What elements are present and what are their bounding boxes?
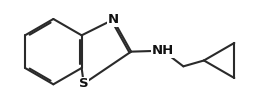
Text: NH: NH bbox=[152, 44, 174, 57]
Text: S: S bbox=[79, 77, 89, 90]
Text: N: N bbox=[107, 13, 119, 26]
